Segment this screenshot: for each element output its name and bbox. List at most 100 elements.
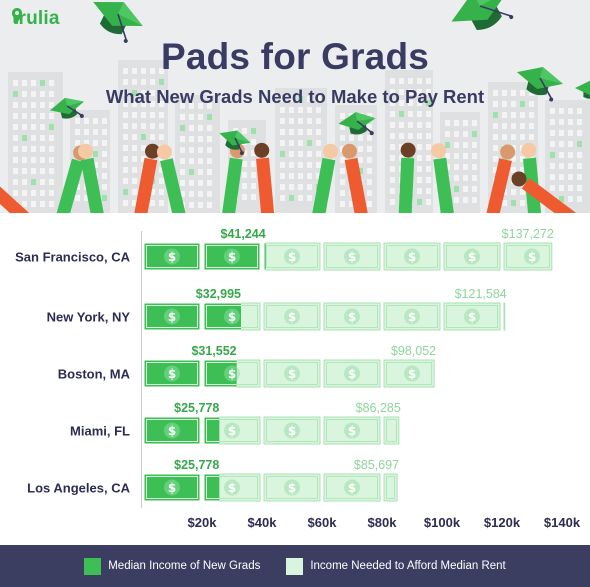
brand-name: trulia <box>12 8 60 29</box>
chart-row: Miami, FL$$$$$$$25,778$86,285 <box>70 401 401 445</box>
raised-arm <box>398 142 416 213</box>
category-label: Miami, FL <box>70 424 130 439</box>
x-tick-label: $100k <box>424 515 461 530</box>
chart-row: New York, NY$$$$$$$$$32,995$121,584 <box>47 287 507 331</box>
bar-income: $$ <box>143 416 220 445</box>
bill-needed: $ <box>323 473 381 502</box>
bill-income: $ <box>143 302 201 331</box>
graduation-cap-icon <box>93 2 143 43</box>
legend-item-income: Median Income of New Grads <box>84 557 261 575</box>
graduation-illustration <box>0 0 590 213</box>
bill-needed: $ <box>263 359 321 388</box>
bill-needed: $ <box>263 302 321 331</box>
svg-text:$: $ <box>288 310 296 324</box>
svg-text:$: $ <box>168 250 176 264</box>
category-label: Los Angeles, CA <box>27 481 130 496</box>
bill-needed <box>503 302 506 331</box>
svg-text:$: $ <box>348 310 356 324</box>
category-label: Boston, MA <box>58 367 131 382</box>
page-title: Pads for Grads <box>160 36 430 77</box>
bar-income: $$ <box>143 473 220 502</box>
bill-needed <box>383 473 398 502</box>
income-value-label: $41,244 <box>221 227 266 241</box>
svg-text:$: $ <box>408 310 416 324</box>
bill-needed: $ <box>263 473 321 502</box>
building-silhouette <box>8 72 63 213</box>
bill-needed <box>383 416 400 445</box>
bill-needed: $ <box>383 359 435 388</box>
raised-arm <box>0 186 30 213</box>
svg-text:$: $ <box>468 250 476 264</box>
graduation-cap-icon <box>575 80 590 99</box>
bill-income: $ <box>203 416 220 445</box>
chart-row: San Francisco, CA$$$$$$$$$$$41,244$137,2… <box>15 227 554 271</box>
svg-text:$: $ <box>408 367 416 381</box>
bar-income: $ $ $ <box>143 242 266 271</box>
svg-text:$: $ <box>228 424 236 438</box>
graduation-cap-icon <box>338 112 376 136</box>
building-silhouette <box>175 95 220 213</box>
bill-income: $ <box>143 473 201 502</box>
bill-needed: $ <box>383 242 441 271</box>
svg-text:$: $ <box>228 367 236 381</box>
bill-needed: $ <box>263 416 321 445</box>
bill-income: $ <box>203 242 261 271</box>
x-tick-label: $20k <box>188 515 218 530</box>
raised-arm <box>77 143 104 213</box>
bill-income: $ <box>143 359 201 388</box>
legend-label-needed: Income Needed to Afford Median Rent <box>310 560 506 572</box>
raised-arm <box>254 142 275 213</box>
page-subtitle: What New Grads Need to Make to Pay Rent <box>105 86 485 107</box>
bill-needed: $ <box>383 302 441 331</box>
svg-text:$: $ <box>288 424 296 438</box>
legend-swatch-income <box>84 557 102 575</box>
chart-legend: Median Income of New Grads Income Needed… <box>0 545 590 587</box>
raised-arm <box>156 144 186 213</box>
chart-row: Los Angeles, CA$$$$$$$25,778$85,697 <box>27 458 399 502</box>
raised-arm <box>341 143 368 213</box>
x-tick-label: $60k <box>308 515 338 530</box>
svg-text:$: $ <box>348 250 356 264</box>
needed-value-label: $86,285 <box>356 401 401 415</box>
x-tick-label: $120k <box>484 515 521 530</box>
income-value-label: $25,778 <box>174 458 219 472</box>
legend-label-income: Median Income of New Grads <box>108 560 261 572</box>
svg-text:$: $ <box>408 250 416 264</box>
graduation-cap-icon <box>516 66 564 102</box>
needed-value-label: $85,697 <box>354 458 399 472</box>
income-value-label: $31,552 <box>191 344 236 358</box>
graduation-cap-icon <box>50 97 84 119</box>
header-banner: trulia Pads for Grads What New Grads Nee… <box>0 0 590 213</box>
svg-text:$: $ <box>288 367 296 381</box>
x-tick-label: $80k <box>368 515 398 530</box>
svg-text:$: $ <box>348 481 356 495</box>
needed-value-label: $137,272 <box>502 227 554 241</box>
bill-needed: $ <box>323 359 381 388</box>
bill-income: $ <box>203 359 237 388</box>
building-silhouette <box>545 100 590 213</box>
svg-text:$: $ <box>228 250 236 264</box>
bill-needed: $ <box>503 242 553 271</box>
svg-text:$: $ <box>288 250 296 264</box>
raised-arm <box>511 171 576 213</box>
x-tick-label: $140k <box>544 515 581 530</box>
bar-income: $$ <box>143 302 241 331</box>
bill-needed: $ <box>323 242 381 271</box>
category-label: New York, NY <box>47 310 131 325</box>
svg-text:$: $ <box>468 310 476 324</box>
graduation-cap-icon <box>219 130 251 156</box>
svg-text:$: $ <box>348 424 356 438</box>
svg-text:$: $ <box>228 481 236 495</box>
location-pin-icon <box>12 8 22 23</box>
raised-arm <box>486 144 516 213</box>
income-bar-chart: San Francisco, CA$$$$$$$$$$$41,244$137,2… <box>15 227 581 530</box>
income-value-label: $25,778 <box>174 401 219 415</box>
svg-text:$: $ <box>288 481 296 495</box>
bar-income: $$ <box>143 359 237 388</box>
bill-income: $ <box>203 302 241 331</box>
raised-arm <box>134 143 161 213</box>
income-value-label: $32,995 <box>196 287 241 301</box>
bill-income: $ <box>143 416 201 445</box>
legend-swatch-needed <box>286 557 304 575</box>
svg-text:$: $ <box>348 367 356 381</box>
